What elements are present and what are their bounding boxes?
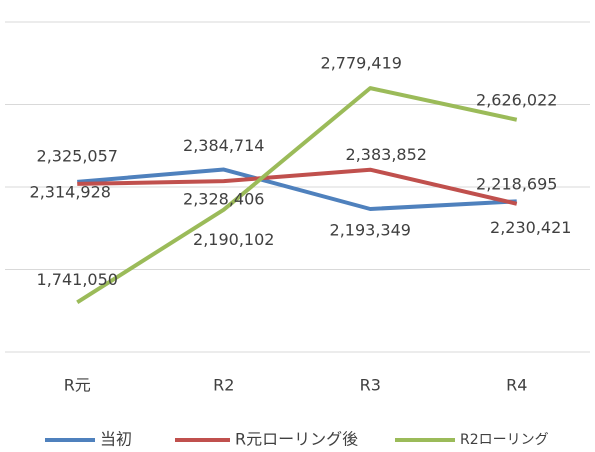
x-tick-label: R4	[506, 376, 527, 395]
data-label: 2,384,714	[183, 136, 264, 155]
data-label: 2,779,419	[321, 54, 402, 73]
data-label: 2,230,421	[490, 218, 571, 237]
data-label: 2,218,695	[476, 174, 557, 193]
data-label: 2,193,349	[330, 220, 411, 239]
data-label: 1,741,050	[37, 270, 118, 289]
series-line	[77, 167, 518, 206]
legend-label: R2ローリング	[460, 432, 549, 448]
data-label: 2,190,102	[193, 230, 274, 249]
data-label: 2,325,057	[37, 146, 118, 165]
x-tick-label: R2	[213, 376, 234, 395]
data-label: 2,328,406	[183, 190, 264, 209]
x-tick-label: R3	[360, 376, 381, 395]
x-tick-label: R元	[64, 376, 91, 395]
series-line	[77, 167, 517, 211]
data-label: 2,383,852	[346, 145, 427, 164]
legend-label: 当初	[100, 430, 132, 449]
series-line	[76, 86, 518, 304]
data-label: 2,626,022	[476, 90, 557, 109]
legend-label: R元ローリング後	[235, 430, 358, 449]
data-label: 2,314,928	[30, 182, 111, 201]
